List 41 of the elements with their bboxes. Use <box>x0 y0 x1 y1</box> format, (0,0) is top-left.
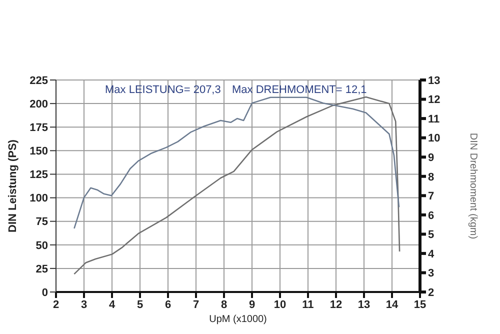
y-tick-label: 50 <box>36 240 48 252</box>
y2-axis-title: DIN Drehmoment (kgm) <box>467 132 478 240</box>
y2-tick-label: 10 <box>428 132 440 145</box>
y-tick-label: 150 <box>30 146 48 158</box>
y2-tick-label: 5 <box>428 229 434 242</box>
x-tick-label: 15 <box>414 298 426 311</box>
x-axis-title: UpM (x1000) <box>209 314 267 325</box>
x-tick-label: 13 <box>358 298 370 311</box>
x-tick-label: 3 <box>80 298 88 311</box>
y2-tick-label: 3 <box>428 268 434 280</box>
y-tick-label: 200 <box>30 98 48 110</box>
annotation: Max LEISTUNG= 207,3 <box>105 84 221 96</box>
x-tick-label: 8 <box>220 298 228 311</box>
annotation: Max DREHMOMENT= 12,1 <box>232 84 367 96</box>
x-tick-label: 5 <box>136 298 144 311</box>
y2-tick-label: 7 <box>428 190 434 203</box>
y2-tick-label: 13 <box>428 74 440 87</box>
y-tick-label: 0 <box>42 286 48 299</box>
y-tick-label: 100 <box>30 192 48 205</box>
y-tick-label: 125 <box>30 169 48 182</box>
y-tick-label: 25 <box>36 263 48 276</box>
x-tick-label: 12 <box>330 298 342 311</box>
y2-tick-label: 2 <box>428 286 434 299</box>
y-tick-label: 75 <box>36 216 48 228</box>
y2-tick-label: 6 <box>428 210 434 222</box>
y2-tick-label: 9 <box>428 152 434 164</box>
x-tick-label: 7 <box>192 298 200 311</box>
y2-tick-label: 8 <box>428 171 434 184</box>
x-tick-label: 14 <box>386 298 399 311</box>
y-tick-label: 225 <box>30 74 48 87</box>
x-tick-label: 2 <box>52 298 60 311</box>
x-tick-label: 11 <box>302 298 314 311</box>
x-tick-label: 4 <box>108 298 116 311</box>
x-tick-label: 9 <box>248 298 256 311</box>
y-tick-label: 175 <box>30 122 48 134</box>
y2-tick-label: 4 <box>428 248 435 260</box>
y2-tick-label: 12 <box>428 94 440 106</box>
x-tick-label: 6 <box>164 298 172 311</box>
y2-tick-label: 11 <box>428 113 440 126</box>
x-tick-label: 10 <box>274 298 286 311</box>
y-axis-title: DIN Leistung (PS) <box>6 139 19 232</box>
